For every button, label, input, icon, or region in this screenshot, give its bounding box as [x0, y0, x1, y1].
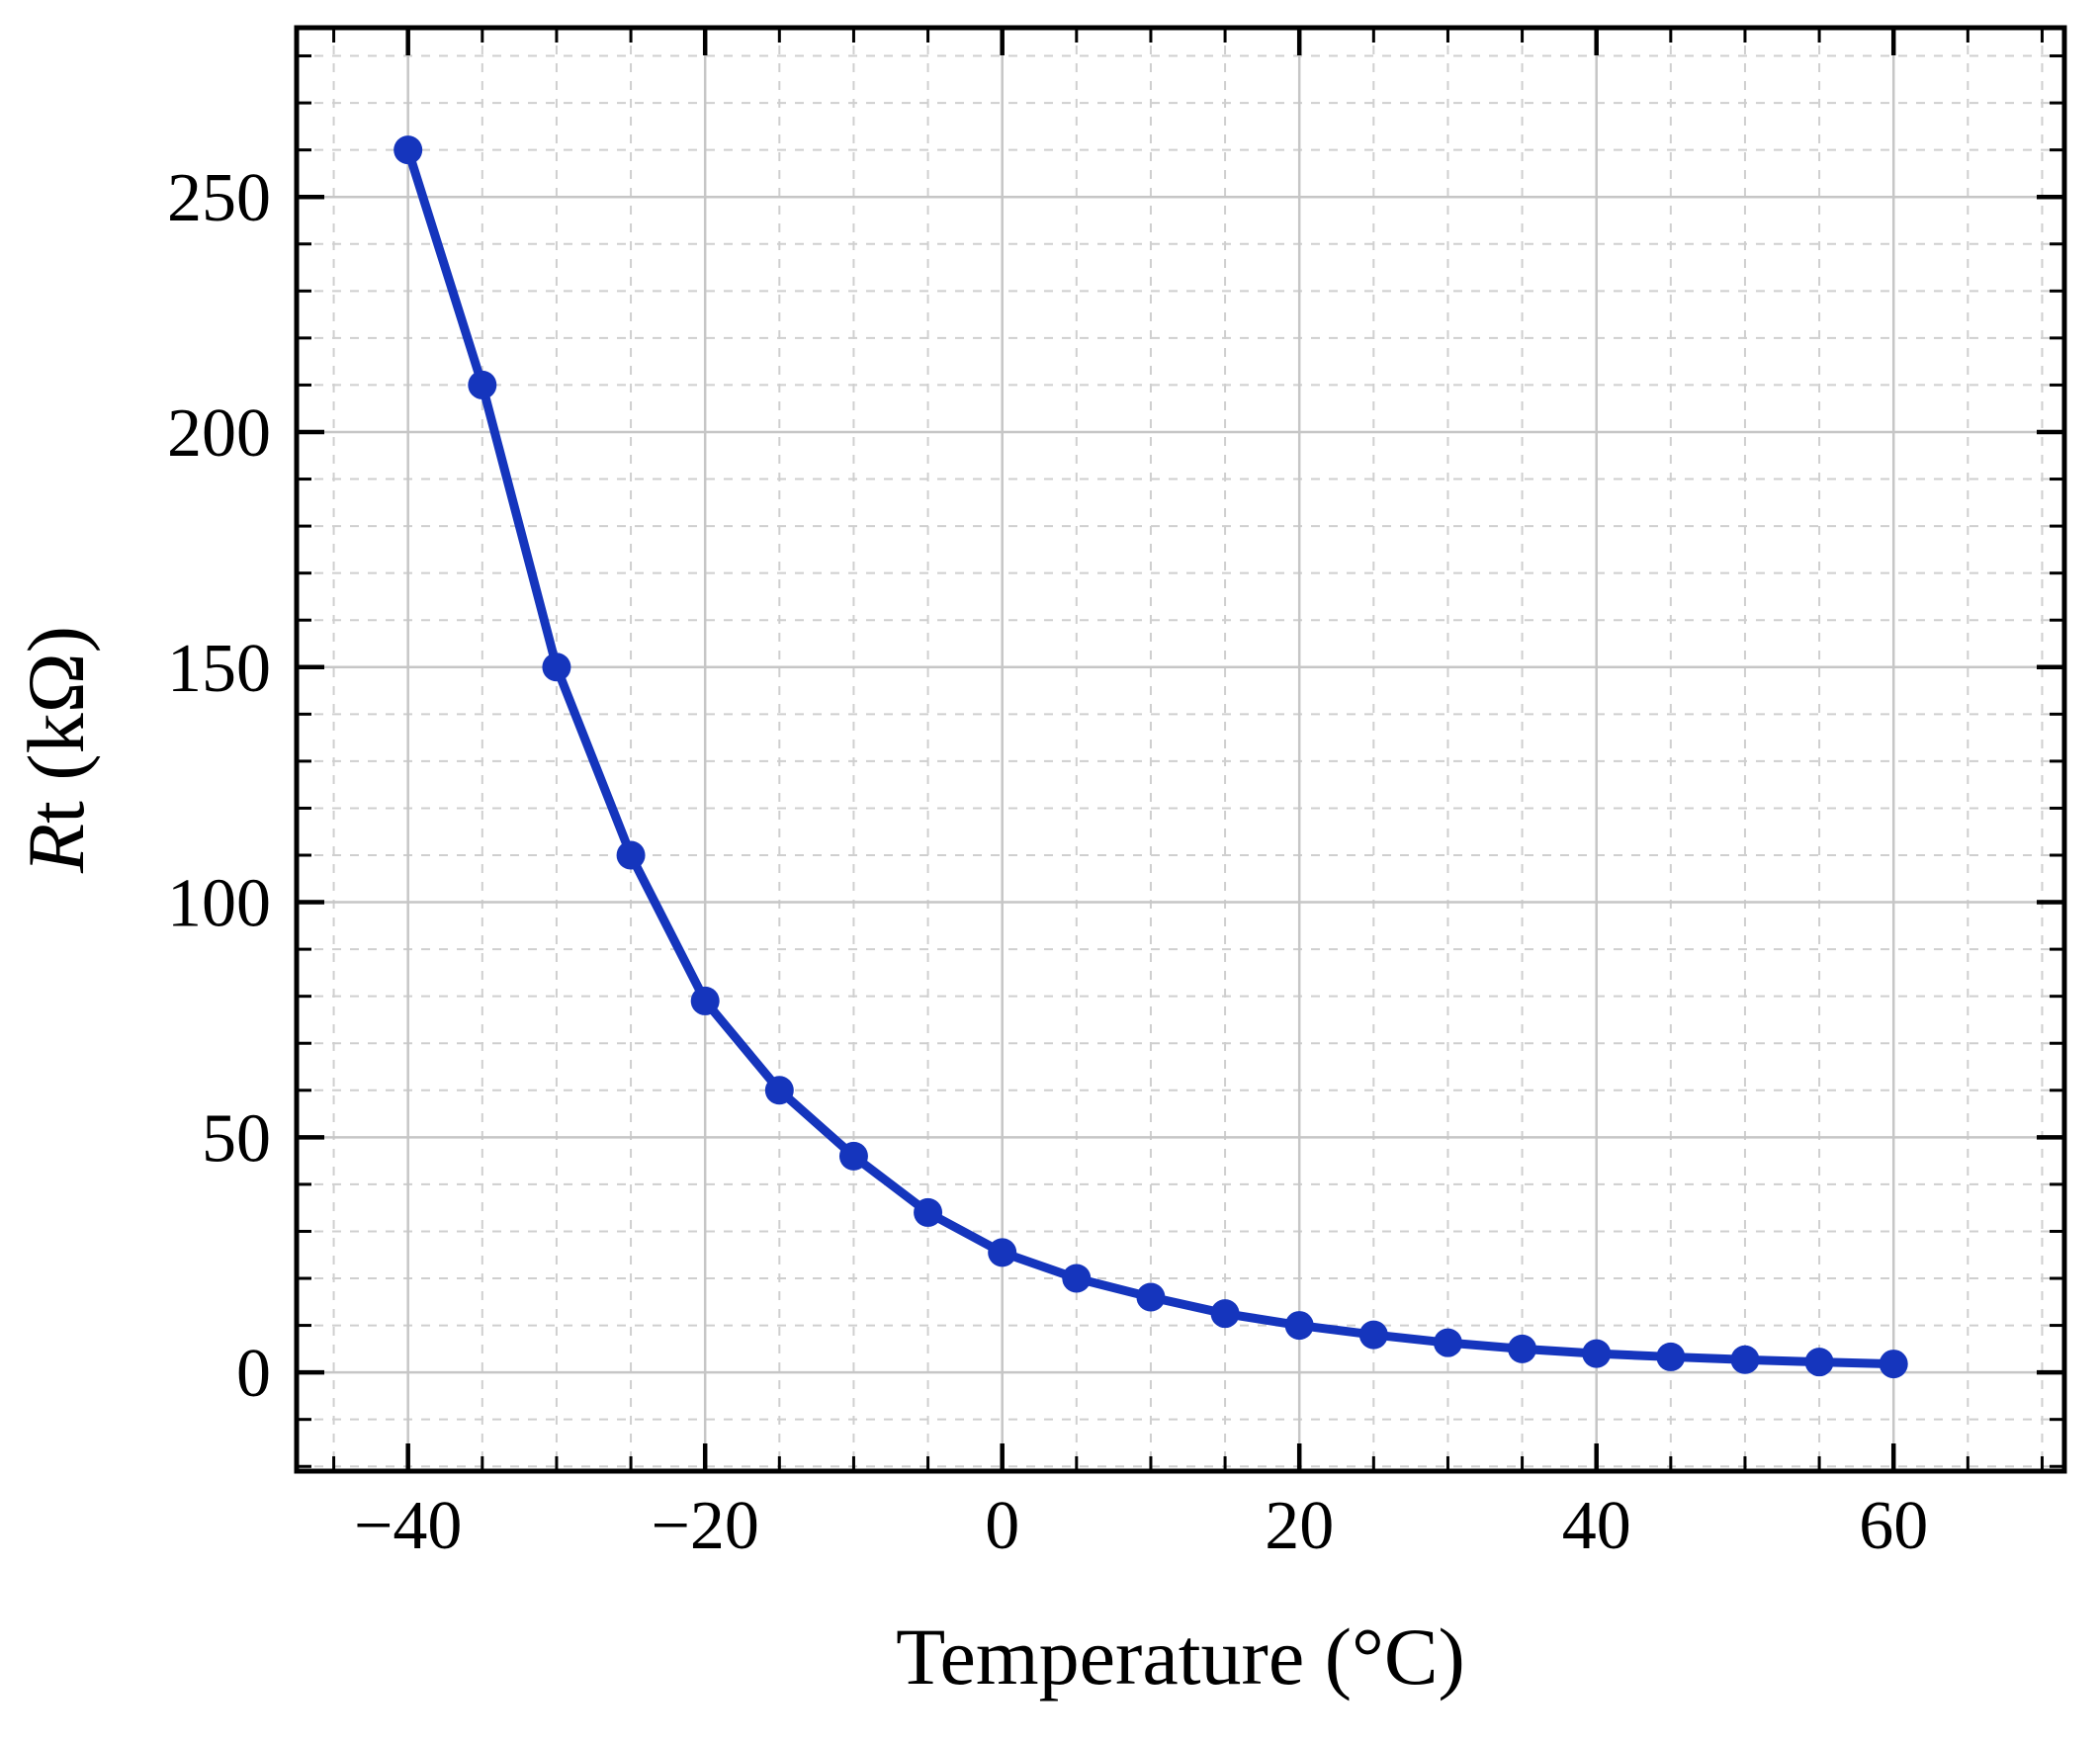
svg-text:50: 50: [202, 1100, 271, 1177]
svg-text:0: 0: [985, 1488, 1019, 1564]
svg-text:40: 40: [1562, 1488, 1631, 1564]
svg-text:100: 100: [167, 866, 271, 942]
x-axis-title: Temperature (°C): [896, 1612, 1465, 1701]
tick-marks: [297, 28, 2064, 1471]
svg-text:Temperature (°C): Temperature (°C): [896, 1612, 1465, 1701]
svg-text:20: 20: [1265, 1488, 1334, 1564]
grid-major: [297, 28, 2064, 1471]
svg-text:250: 250: [167, 160, 271, 236]
y-axis-title: Rt (kΩ): [11, 626, 101, 874]
svg-text:200: 200: [167, 395, 271, 472]
svg-text:−40: −40: [354, 1488, 462, 1564]
series-markers: [394, 135, 1908, 1379]
svg-text:150: 150: [167, 631, 271, 707]
x-tick-labels: −40 −20 0 20 40 60: [354, 1488, 1928, 1564]
svg-text:0: 0: [236, 1336, 271, 1412]
svg-text:60: 60: [1859, 1488, 1928, 1564]
y-tick-labels: 0 50 100 150 200 250: [167, 160, 271, 1412]
axes-frame: [294, 25, 2067, 1474]
svg-text:−20: −20: [651, 1488, 758, 1564]
svg-text:Rt (kΩ): Rt (kΩ): [11, 626, 101, 874]
